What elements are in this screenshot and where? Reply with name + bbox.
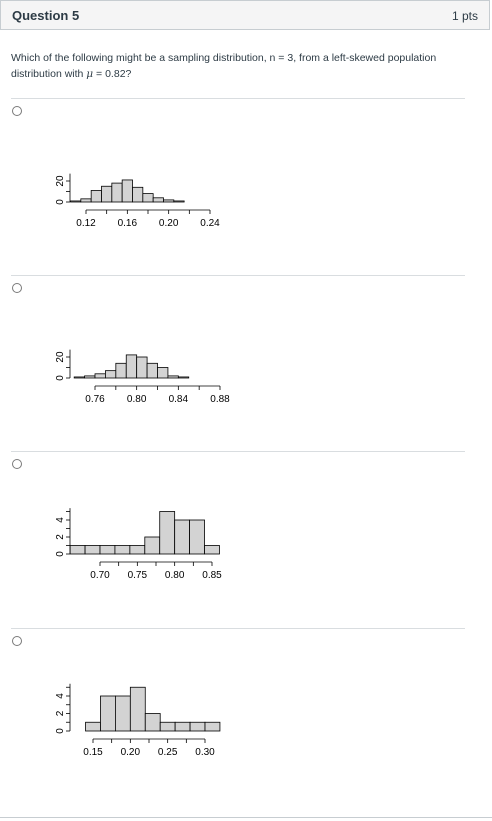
x-tick-label: 0.24 bbox=[200, 218, 220, 229]
x-tick-label: 0.12 bbox=[76, 218, 96, 229]
y-tick-label: 0 bbox=[55, 551, 66, 557]
y-tick-label: 20 bbox=[55, 175, 66, 187]
histogram-bar bbox=[152, 197, 164, 203]
x-tick-label: 0.84 bbox=[169, 394, 189, 405]
histogram-bar bbox=[99, 545, 116, 555]
histogram-bar bbox=[173, 200, 185, 203]
option-histogram-1: 0.12 0.16 0.20 0.24 0 20 bbox=[0, 135, 260, 240]
histogram-bar bbox=[69, 545, 86, 555]
histogram-bar bbox=[167, 375, 179, 379]
y-tick-label: 2 bbox=[55, 710, 66, 716]
x-tick-label: 0.20 bbox=[121, 747, 141, 758]
separator bbox=[11, 628, 465, 629]
x-tick-label: 0.85 bbox=[202, 570, 222, 581]
option-radio-1[interactable] bbox=[12, 106, 22, 116]
histogram-bar bbox=[136, 356, 148, 379]
histogram-bar bbox=[189, 519, 205, 555]
question-header: Question 5 1 pts bbox=[0, 0, 490, 30]
histogram-bar bbox=[129, 686, 146, 732]
histogram-bar bbox=[115, 362, 127, 379]
histogram-bar bbox=[174, 721, 191, 732]
y-tick-label: 4 bbox=[55, 693, 66, 699]
histogram-bar bbox=[159, 511, 176, 555]
histogram-bar bbox=[70, 200, 82, 203]
footer-divider bbox=[0, 817, 492, 818]
y-tick-label: 2 bbox=[55, 534, 66, 540]
y-tick-label: 0 bbox=[55, 728, 66, 734]
histogram-bar bbox=[144, 713, 161, 732]
separator bbox=[11, 275, 465, 276]
option-histogram-4: 0.15 0.20 0.25 0.30 0 2 4 bbox=[0, 664, 260, 769]
histogram-bar bbox=[84, 545, 101, 555]
x-tick-label: 0.80 bbox=[127, 394, 147, 405]
histogram-bar bbox=[204, 721, 221, 732]
x-tick-label: 0.75 bbox=[128, 570, 148, 581]
x-tick-label: 0.16 bbox=[118, 218, 138, 229]
y-tick-label: 20 bbox=[55, 351, 66, 363]
question-text: Which of the following might be a sampli… bbox=[11, 50, 471, 82]
option-radio-2[interactable] bbox=[12, 283, 22, 293]
x-tick-label: 0.30 bbox=[195, 747, 215, 758]
x-tick-label: 0.76 bbox=[85, 394, 105, 405]
histogram-bar bbox=[174, 519, 190, 555]
histogram-bar bbox=[189, 721, 206, 732]
x-tick-label: 0.80 bbox=[165, 570, 185, 581]
histogram-bar bbox=[125, 354, 138, 379]
histogram-bar bbox=[100, 695, 116, 732]
histogram-svg-2: 0.76 0.80 0.84 0.88 0 20 bbox=[55, 349, 230, 405]
mu-symbol: μ bbox=[86, 68, 94, 80]
histogram-bar bbox=[142, 193, 154, 203]
histogram-bar bbox=[90, 190, 102, 203]
question-title: Question 5 bbox=[12, 8, 80, 23]
histogram-bar bbox=[163, 199, 175, 203]
histogram-bar bbox=[144, 536, 161, 555]
histogram-bar bbox=[146, 362, 158, 379]
histogram-bar bbox=[115, 695, 131, 732]
histogram-bar bbox=[121, 179, 133, 203]
question-text-part1: Which of the following might be a sampli… bbox=[11, 52, 437, 80]
histogram-bar bbox=[204, 545, 220, 555]
histogram-bar bbox=[73, 376, 85, 379]
histogram-bar bbox=[114, 545, 131, 555]
histogram-bar bbox=[94, 373, 106, 379]
y-tick-label: 4 bbox=[55, 517, 66, 523]
histogram-bar bbox=[84, 375, 96, 379]
y-tick-label: 0 bbox=[55, 375, 66, 381]
histogram-svg-1: 0.12 0.16 0.20 0.24 0 20 bbox=[55, 173, 220, 229]
histogram-bar bbox=[177, 376, 190, 379]
x-tick-label: 0.20 bbox=[159, 218, 179, 229]
histogram-bar bbox=[85, 721, 101, 732]
option-radio-3[interactable] bbox=[12, 459, 22, 469]
option-histogram-2: 0.76 0.80 0.84 0.88 0 20 bbox=[0, 311, 260, 416]
histogram-bar bbox=[157, 367, 169, 379]
histogram-bar bbox=[132, 186, 144, 203]
option-histogram-3: 0.70 0.75 0.80 0.85 0 2 4 bbox=[0, 487, 260, 592]
histogram-bar bbox=[101, 185, 113, 203]
x-tick-label: 0.15 bbox=[83, 747, 103, 758]
histogram-bar bbox=[111, 182, 123, 203]
histogram-bar bbox=[80, 198, 92, 203]
histogram-bar bbox=[105, 370, 117, 379]
histogram-bar bbox=[159, 721, 176, 732]
x-tick-label: 0.25 bbox=[158, 747, 178, 758]
question-text-part2: = 0.82? bbox=[93, 68, 132, 80]
x-tick-label: 0.88 bbox=[210, 394, 230, 405]
histogram-svg-4: 0.15 0.20 0.25 0.30 0 2 4 bbox=[55, 683, 221, 758]
separator bbox=[11, 451, 465, 452]
separator bbox=[11, 98, 465, 99]
question-points: 1 pts bbox=[451, 9, 478, 23]
option-radio-4[interactable] bbox=[12, 636, 22, 646]
histogram-svg-3: 0.70 0.75 0.80 0.85 0 2 4 bbox=[55, 508, 222, 581]
x-tick-label: 0.70 bbox=[90, 570, 110, 581]
y-tick-label: 0 bbox=[55, 199, 66, 205]
histogram-bar bbox=[129, 545, 146, 555]
